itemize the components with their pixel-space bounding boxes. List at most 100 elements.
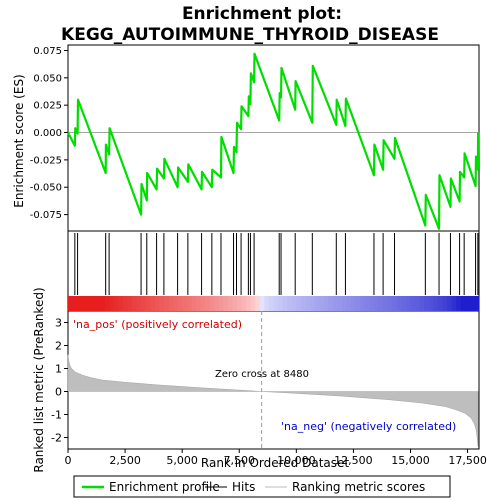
rank-x-tick-label: 10,000 — [277, 454, 316, 467]
rank-strip-segment — [191, 296, 197, 311]
rank-strip-segment — [81, 296, 87, 311]
rank-strip-segment — [227, 296, 233, 311]
rank-strip-segment — [77, 296, 83, 311]
rank-strip-segment — [287, 296, 293, 311]
rank-strip-segment — [250, 296, 256, 311]
rank-x-tick-label: 15,000 — [391, 454, 430, 467]
rank-strip-segment — [332, 296, 339, 311]
rank-strip-segment — [118, 296, 124, 311]
rank-strip-segment — [392, 296, 398, 311]
rank-strip-segment — [136, 296, 142, 311]
rank-strip-segment — [177, 296, 183, 311]
es-y-tick-label: 0.025 — [33, 101, 62, 112]
rank-y-tick-label: 3 — [55, 317, 62, 330]
rank-strip-segment — [314, 296, 320, 311]
rank-strip-segment — [259, 296, 265, 311]
rank-strip-segment — [387, 296, 393, 311]
negative-correlation-label: 'na_neg' (negatively correlated) — [281, 420, 456, 433]
rank-strip-segment — [465, 296, 471, 311]
rank-strip-segment — [218, 296, 224, 311]
rank-strip-segment — [186, 296, 192, 311]
rank-strip-segment — [131, 296, 138, 311]
rank-strip-segment — [405, 296, 412, 311]
rank-y-ticks: 3 2 1 0 -1 -2 — [51, 317, 68, 445]
rank-strip-segment — [310, 296, 316, 311]
es-y-tick-label: 0.075 — [33, 46, 62, 57]
enrichment-profile-line — [67, 52, 480, 230]
rank-y-tick-label: -1 — [51, 409, 62, 422]
rank-strip-segment — [95, 296, 101, 311]
ranking-metric-area — [67, 354, 479, 447]
rank-strip-segment — [419, 296, 425, 311]
chart-title-line1: Enrichment plot: — [182, 4, 342, 24]
rank-strip-segment — [282, 296, 288, 311]
rank-strip-segment — [364, 296, 370, 311]
rank-strip-segment — [469, 296, 476, 311]
es-y-tick-label: 0.000 — [33, 128, 62, 139]
rank-strip-segment — [173, 296, 179, 311]
es-y-tick-label: -0.025 — [30, 155, 62, 166]
rank-y-tick-label: 1 — [55, 363, 62, 376]
rank-strip-segment — [351, 296, 357, 311]
es-y-ticks: 0.075 0.050 0.025 0.000 -0.025 -0.050 -0.075 — [30, 46, 68, 221]
rank-strip-segment — [268, 296, 275, 311]
rank-x-tick-label: 12,500 — [334, 454, 373, 467]
rank-strip-segment — [205, 296, 211, 311]
legend-label: Ranking metric scores — [292, 480, 425, 494]
rank-y-tick-label: 2 — [55, 340, 62, 353]
rank-strip-segment — [68, 296, 74, 311]
rank-x-tick-label: 5,000 — [166, 454, 198, 467]
rank-strip-segment — [159, 296, 165, 311]
rank-strip-segment — [90, 296, 96, 311]
rank-strip-segment — [273, 296, 279, 311]
rank-y-tick-label: -2 — [51, 432, 62, 445]
rank-strip-segment — [300, 296, 307, 311]
rank-strip-segment — [355, 296, 361, 311]
rank-strip-segment — [305, 296, 311, 311]
legend-label: Hits — [232, 480, 255, 494]
rank-strip-segment — [109, 296, 115, 311]
rank-strip-segment — [433, 296, 439, 311]
rank-strip-segment — [72, 296, 78, 311]
es-y-tick-label: -0.050 — [30, 183, 62, 194]
rank-strip-segment — [127, 296, 133, 311]
zero-cross-label: Zero cross at 8480 — [215, 369, 309, 380]
es-y-axis-label: Enrichment score (ES) — [12, 74, 26, 207]
rank-x-tick-label: 2,500 — [109, 454, 141, 467]
legend: Enrichment profile Hits Ranking metric sco… — [82, 480, 425, 494]
rank-strip-segment — [401, 296, 407, 311]
rank-strip-segment — [200, 296, 206, 311]
es-y-tick-label: -0.075 — [30, 210, 62, 221]
rank-strip-segment — [369, 296, 375, 311]
es-y-tick-label: 0.050 — [33, 73, 62, 84]
rank-strip-segment — [428, 296, 434, 311]
rank-x-tick-label: 17,500 — [448, 454, 487, 467]
rank-strip-segment — [373, 296, 380, 311]
rank-strip-segment — [360, 296, 366, 311]
rank-strip-segment — [214, 296, 220, 311]
rank-strip-segment — [246, 296, 252, 311]
rank-strip-segment — [437, 296, 444, 311]
rank-strip-segment — [442, 296, 448, 311]
rank-strip-segment — [342, 296, 348, 311]
rank-color-strip — [68, 296, 480, 311]
rank-strip-segment — [264, 296, 270, 311]
rank-strip-segment — [145, 296, 151, 311]
rank-strip-segment — [451, 296, 457, 311]
rank-x-tick-label: 0 — [65, 454, 72, 467]
rank-strip-segment — [278, 296, 284, 311]
rank-strip-segment — [182, 296, 188, 311]
rank-strip-segment — [236, 296, 243, 311]
rank-strip-segment — [195, 296, 202, 311]
rank-strip-segment — [255, 296, 261, 311]
legend-box — [73, 475, 451, 498]
rank-strip-segment — [460, 296, 466, 311]
rank-strip-segment — [456, 296, 462, 311]
rank-strip-segment — [150, 296, 156, 311]
rank-strip-segment — [99, 296, 106, 311]
rank-strip-segment — [410, 296, 416, 311]
rank-strip-segment — [328, 296, 334, 311]
rank-strip-segment — [447, 296, 453, 311]
rank-strip-segment — [154, 296, 160, 311]
rank-strip-segment — [319, 296, 325, 311]
